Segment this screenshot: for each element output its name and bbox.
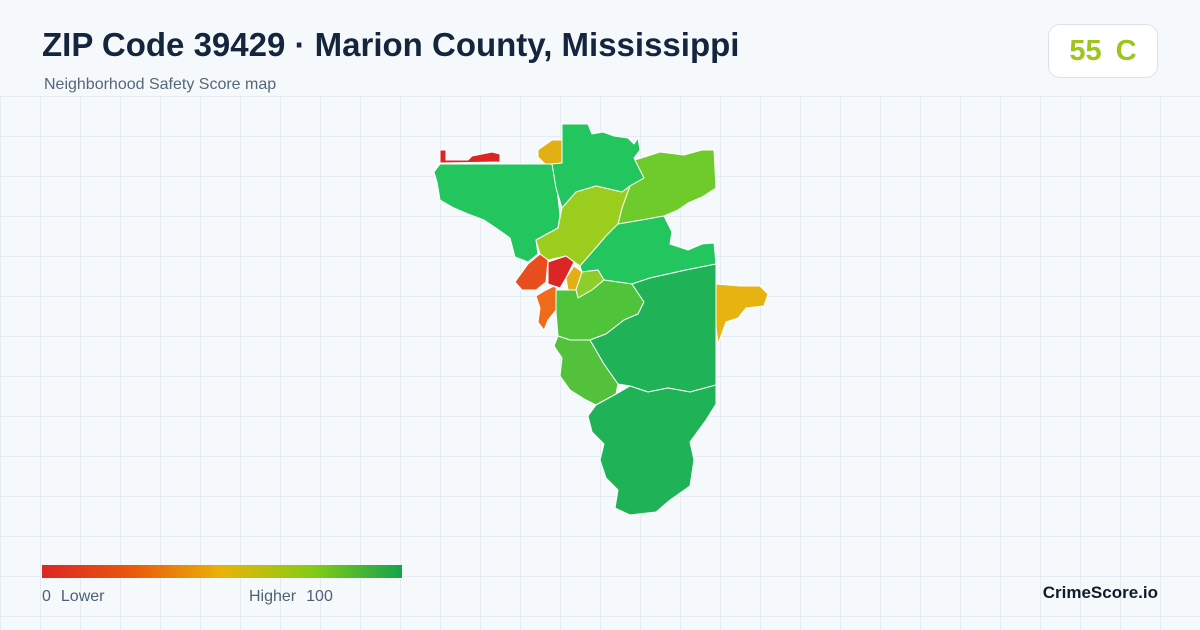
score-grade: C: [1115, 34, 1137, 67]
region-east-yellow[interactable]: [715, 283, 769, 345]
legend-gradient-bar: [42, 565, 402, 578]
region-sw-orange[interactable]: [535, 285, 561, 331]
region-west-orange[interactable]: [514, 253, 549, 291]
region-top-strip[interactable]: [439, 149, 501, 164]
region-south-large[interactable]: [587, 384, 717, 516]
safety-score-badge: 55 C: [1048, 24, 1158, 78]
legend-min-text: Lower: [60, 588, 105, 605]
page-title: ZIP Code 39429 · Marion County, Mississi…: [42, 26, 740, 63]
brand-logo-text: CrimeScore.io: [1042, 583, 1158, 602]
score-value: 55: [1069, 34, 1102, 67]
legend-low-label: 0 Lower: [42, 588, 104, 606]
legend-min-value: 0: [42, 588, 51, 605]
page-subtitle: Neighborhood Safety Score map: [44, 76, 277, 93]
region-top-orange[interactable]: [537, 139, 563, 166]
legend-high-label: Higher 100: [249, 588, 333, 606]
legend-max-value: 100: [306, 588, 333, 605]
legend-max-text: Higher: [249, 588, 297, 605]
region-northwest[interactable]: [433, 163, 561, 263]
